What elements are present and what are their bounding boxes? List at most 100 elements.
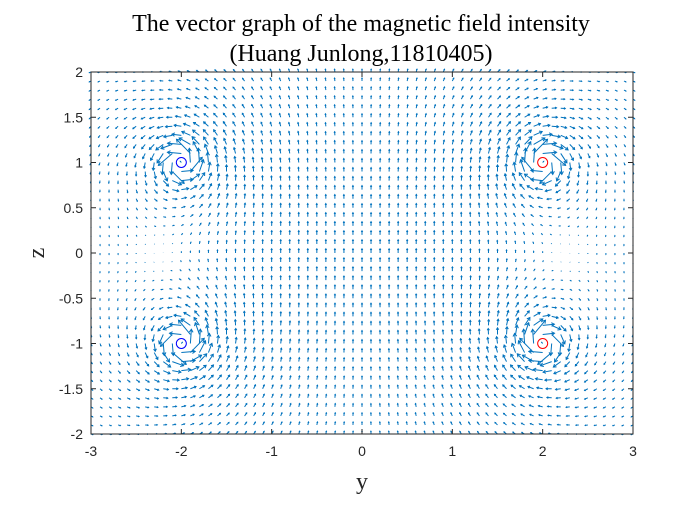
field-arrow-head: [554, 183, 559, 187]
field-arrow: [190, 376, 198, 381]
field-arrow-head: [485, 355, 489, 359]
field-arrow-head: [227, 412, 230, 415]
field-arrow-head: [251, 68, 254, 71]
field-arrow-head: [495, 335, 499, 340]
field-arrow: [512, 183, 517, 190]
field-arrow-head: [232, 120, 235, 124]
field-arrow-head: [186, 78, 189, 81]
field-arrow-head: [486, 173, 490, 177]
field-arrow-head: [157, 317, 161, 320]
field-arrow-head: [114, 89, 117, 92]
field-arrow-head: [514, 258, 517, 261]
field-arrow: [551, 334, 564, 347]
field-arrow-head: [528, 121, 532, 125]
field-arrow-head: [450, 384, 453, 387]
field-arrow-head: [195, 302, 198, 306]
field-arrow-head: [117, 217, 120, 220]
field-arrow-head: [598, 127, 601, 130]
field-arrow-head: [396, 202, 400, 206]
field-arrow-head: [236, 402, 239, 406]
field-arrow-head: [633, 136, 636, 138]
field-arrow-head: [567, 348, 571, 353]
field-arrow-head: [396, 211, 400, 215]
field-arrow-head: [602, 398, 605, 400]
field-arrow-head: [450, 338, 454, 341]
field-arrow-head: [223, 137, 227, 141]
field-arrow-head: [315, 94, 318, 98]
field-arrow: [162, 180, 169, 187]
field-arrow-head: [262, 411, 265, 415]
field-arrow-head: [468, 211, 472, 215]
field-arrow-head: [503, 182, 507, 187]
field-arrow-head: [261, 319, 265, 323]
field-arrow-head: [333, 193, 337, 197]
field-arrow: [206, 325, 209, 335]
field-arrow-head: [477, 220, 481, 224]
field-arrow-head: [451, 256, 454, 260]
field-arrow-head: [192, 422, 195, 425]
field-arrow-head: [533, 259, 535, 262]
field-arrow-head: [459, 384, 462, 387]
field-arrow-head: [478, 165, 482, 169]
field-arrow-head: [334, 411, 337, 414]
field-arrow-head: [316, 365, 319, 369]
field-arrow: [556, 171, 562, 182]
field-arrow-head: [351, 302, 355, 305]
field-arrow-head: [213, 136, 217, 141]
field-arrow-head: [244, 355, 248, 359]
field-arrow-head: [581, 107, 584, 111]
field-arrow-head: [396, 265, 400, 269]
field-arrow-head: [252, 292, 255, 296]
field-arrow-head: [202, 375, 207, 379]
field-arrow: [530, 169, 543, 173]
field-arrow: [174, 124, 182, 127]
field-arrow: [551, 153, 566, 166]
field-arrow-head: [498, 112, 502, 116]
field-arrow-head: [289, 421, 292, 424]
field-arrow-head: [450, 319, 454, 323]
field-arrow-head: [387, 202, 391, 206]
field-arrow-head: [553, 297, 557, 300]
field-arrow-head: [378, 402, 381, 405]
field-arrow-head: [261, 310, 264, 314]
field-arrow-head: [106, 127, 109, 129]
field-arrow-head: [288, 274, 291, 278]
field-arrow-head: [460, 229, 463, 233]
field-arrow-head: [217, 221, 220, 224]
field-arrow-head: [166, 106, 170, 110]
field-arrow-head: [596, 308, 599, 311]
field-arrow-head: [192, 432, 195, 434]
field-arrow: [207, 172, 212, 181]
field-arrow-head: [461, 68, 464, 71]
field-arrow-head: [414, 411, 417, 414]
field-arrow-head: [188, 328, 194, 333]
field-arrow-head: [186, 295, 189, 298]
field-arrow-head: [432, 293, 436, 296]
field-arrow-head: [224, 309, 228, 313]
field-arrow-head: [450, 374, 453, 378]
field-arrow-head: [405, 320, 409, 323]
field-arrow-head: [190, 241, 192, 243]
field-arrow-head: [183, 423, 186, 426]
field-arrow-head: [252, 183, 255, 187]
field-arrow-head: [612, 371, 615, 374]
field-arrow-head: [204, 69, 207, 72]
field-arrow-head: [114, 117, 117, 120]
field-arrow-head: [554, 306, 558, 309]
field-arrow-head: [614, 308, 616, 311]
field-arrow-head: [579, 280, 581, 282]
field-arrow-head: [279, 329, 283, 332]
field-arrow-head: [584, 424, 587, 427]
field-arrow-head: [324, 338, 328, 341]
field-arrow-head: [315, 139, 318, 142]
field-arrow-head: [605, 299, 608, 302]
field-arrow-head: [526, 185, 530, 189]
field-arrow-head: [469, 165, 473, 169]
field-arrow-head: [252, 220, 256, 224]
field-arrow-head: [306, 94, 309, 98]
field-arrow-head: [351, 238, 355, 242]
field-arrow-head: [261, 292, 264, 296]
field-arrow-head: [555, 177, 560, 182]
field-arrow-head: [360, 130, 364, 134]
field-arrow-head: [387, 375, 390, 378]
